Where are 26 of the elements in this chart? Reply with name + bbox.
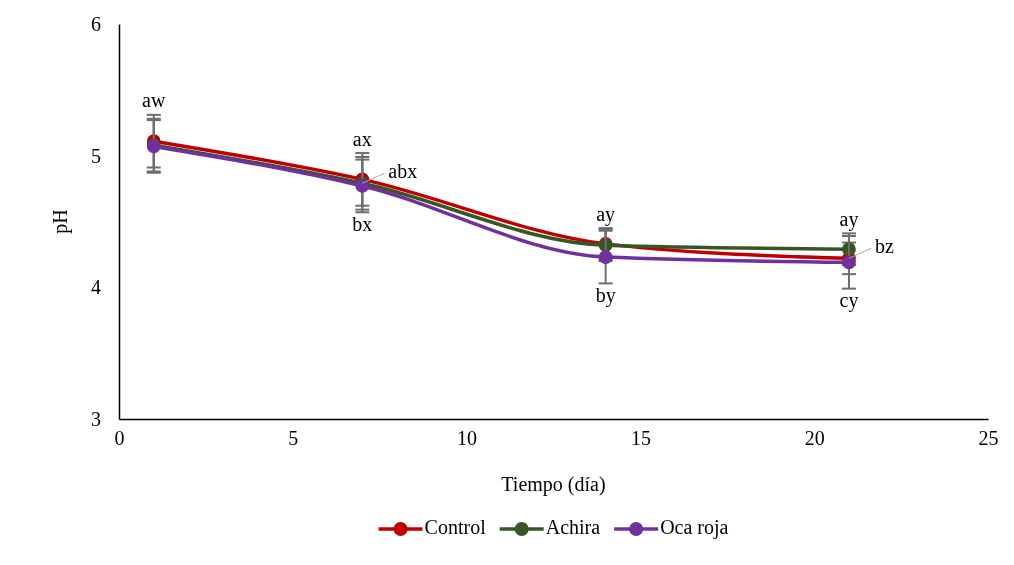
y-tick-label: 4 xyxy=(91,276,101,299)
annotation: bx xyxy=(352,212,373,235)
y-axis-title: pH xyxy=(49,209,72,234)
x-tick-label: 5 xyxy=(288,427,299,450)
legend-label: Oca roja xyxy=(660,515,729,539)
annotation: cy xyxy=(839,289,859,313)
point xyxy=(842,255,856,270)
annotation: ay xyxy=(839,207,859,231)
x-tick-label: 0 xyxy=(114,427,125,450)
y-tick-label: 5 xyxy=(91,144,101,167)
annotation: ay xyxy=(596,202,616,226)
y-tick-label: 6 xyxy=(91,12,101,35)
x-tick-label: 25 xyxy=(978,427,999,450)
legend-label: Control xyxy=(424,515,487,538)
annotation: ax xyxy=(352,127,372,150)
x-tick-label: 20 xyxy=(804,427,825,450)
x-tick-label: 15 xyxy=(630,427,651,450)
annotation: by xyxy=(595,283,616,307)
annotation: aw xyxy=(142,89,166,112)
legend-label: Achira xyxy=(545,515,601,538)
y-tick-label: 3 xyxy=(91,407,101,430)
annotation: abx xyxy=(388,159,418,182)
annotation: bz xyxy=(874,234,894,257)
x-tick-label: 10 xyxy=(457,427,478,450)
x-axis-title: Tiempo (día) xyxy=(501,473,606,496)
point xyxy=(598,250,613,264)
